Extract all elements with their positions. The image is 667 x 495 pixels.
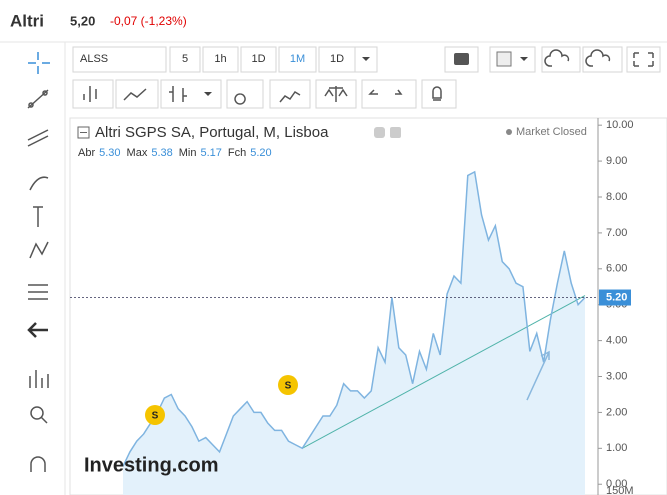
y-tick-label: 6.00 xyxy=(606,263,627,275)
fullscreen-icon xyxy=(633,52,654,67)
camera-icon xyxy=(454,53,469,65)
event-marker[interactable] xyxy=(145,405,165,425)
last-price-tag xyxy=(599,289,631,306)
ohlc-value: 5.30 xyxy=(99,147,120,159)
watermark: Investing.com xyxy=(84,454,218,476)
ohlc-label: Fch xyxy=(228,147,246,159)
trend-line xyxy=(302,295,586,449)
line-button[interactable] xyxy=(115,79,159,109)
cloud-icons xyxy=(544,49,611,67)
ohlc-label: Abr xyxy=(78,147,95,159)
interval-label: 1M xyxy=(290,53,305,65)
interval-button[interactable] xyxy=(318,46,356,73)
ohlc-label: Max xyxy=(127,147,148,159)
y-tick-label: 3.00 xyxy=(606,370,627,382)
visibility-icon[interactable] xyxy=(374,127,385,138)
volume-label: 150M xyxy=(606,485,634,495)
ohlc-label: Min xyxy=(179,147,197,159)
symbol: ALSS xyxy=(80,53,108,65)
y-tick-label: 7.00 xyxy=(606,227,627,239)
interval-button[interactable] xyxy=(202,46,239,73)
ohlc-value: 5.38 xyxy=(151,147,172,159)
y-tick-label: 1.00 xyxy=(606,442,627,454)
event-label: S xyxy=(152,411,159,422)
y-tick-label: 0.00 xyxy=(606,478,627,490)
interval-button[interactable] xyxy=(169,46,201,73)
arrow-drawing xyxy=(526,350,550,401)
interval-button[interactable] xyxy=(278,46,317,73)
indicators-button[interactable] xyxy=(269,79,311,109)
load-button[interactable] xyxy=(541,46,581,73)
dropdown-arrow xyxy=(362,57,370,61)
chart-title: Altri SGPS SA, Portugal, M, Lisboa xyxy=(95,124,329,141)
event-marker[interactable] xyxy=(278,375,298,395)
dropdown-arrow xyxy=(520,57,528,61)
interval-label: 5 xyxy=(182,53,188,65)
stock-title: Altri xyxy=(10,11,44,30)
y-tick-label: 4.00 xyxy=(606,335,627,347)
symbol-box[interactable] xyxy=(72,46,167,73)
market-status: Market Closed xyxy=(516,126,587,138)
interval-label: 1D xyxy=(251,53,265,65)
y-tick-label: 10.00 xyxy=(606,119,634,131)
settings-button[interactable] xyxy=(226,79,264,109)
stock-price: 5,20 xyxy=(70,13,95,28)
candles-button[interactable] xyxy=(72,79,114,109)
alert-button[interactable] xyxy=(421,79,457,109)
status-dot xyxy=(506,129,512,135)
drawing-tools[interactable] xyxy=(27,52,50,472)
interval-label: 1D xyxy=(330,53,344,65)
interval-button[interactable] xyxy=(240,46,277,73)
ohlc-value: 5.17 xyxy=(200,147,221,159)
style-icon xyxy=(496,51,512,67)
chart-toolbar xyxy=(72,79,457,109)
price-line xyxy=(122,170,586,467)
interval-label: 1h xyxy=(214,53,226,65)
last-price-label: 5.20 xyxy=(606,291,627,303)
event-label: S xyxy=(285,381,292,392)
fullscreen-button[interactable] xyxy=(626,46,661,73)
y-tick-label: 2.00 xyxy=(606,406,627,418)
bars-button[interactable] xyxy=(160,79,222,109)
settings-icon[interactable] xyxy=(390,127,401,138)
save-button[interactable] xyxy=(582,46,623,73)
ohlc-value: 5.20 xyxy=(250,147,271,159)
stock-change: -0,07 (-1,23%) xyxy=(110,14,187,28)
collapse-toggle[interactable] xyxy=(77,126,90,139)
area xyxy=(123,171,585,495)
y-tick-label: 8.00 xyxy=(606,191,627,203)
y-tick-label: 9.00 xyxy=(606,155,627,167)
